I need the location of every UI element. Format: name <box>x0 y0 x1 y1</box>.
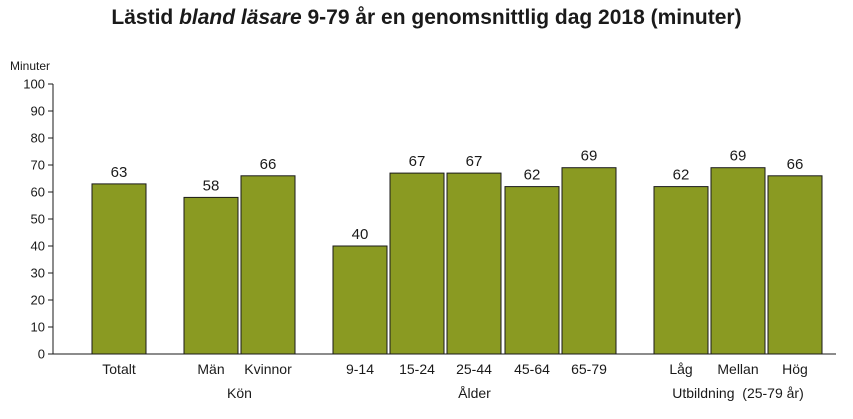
data-label: 40 <box>352 226 369 243</box>
data-label: 66 <box>787 156 804 173</box>
data-label: 62 <box>673 167 690 184</box>
chart-title: Lästid bland läsare 9-79 år en genomsnit… <box>0 6 853 30</box>
bars <box>91 167 823 355</box>
bar <box>561 167 617 355</box>
category-label: Låg <box>669 361 692 377</box>
y-tick-label: 80 <box>31 131 45 146</box>
y-tick-label: 30 <box>31 266 45 281</box>
data-label: 62 <box>524 167 541 184</box>
category-label: 9-14 <box>346 361 374 377</box>
bar <box>91 183 147 355</box>
y-tick-label: 50 <box>31 212 45 227</box>
data-label: 67 <box>466 153 483 170</box>
bar <box>446 172 502 355</box>
category-label: 65-79 <box>571 361 607 377</box>
group-label: Ålder <box>458 385 491 401</box>
title-emphasis: bland läsare <box>179 6 302 29</box>
data-label: 69 <box>581 148 598 165</box>
bar <box>332 245 388 355</box>
bar <box>240 175 296 355</box>
y-tick-label: 100 <box>23 77 45 92</box>
bar <box>389 172 445 355</box>
category-label: Totalt <box>102 361 136 377</box>
data-label: 67 <box>409 153 426 170</box>
category-label: Kvinnor <box>244 361 292 377</box>
bar <box>504 186 560 355</box>
data-label: 63 <box>111 164 128 181</box>
y-tick-label: 40 <box>31 239 45 254</box>
y-tick-label: 90 <box>31 104 45 119</box>
bar <box>183 196 239 355</box>
category-label: 45-64 <box>514 361 550 377</box>
title-part-2: 9-79 år en genomsnittlig dag 2018 (minut… <box>301 6 742 29</box>
category-label: Män <box>197 361 224 377</box>
y-tick-label: 70 <box>31 158 45 173</box>
group-label: Kön <box>227 385 252 401</box>
category-label: Mellan <box>717 361 758 377</box>
group-label: Utbildning (25-79 år) <box>672 385 804 401</box>
y-tick-label: 20 <box>31 293 45 308</box>
bar <box>767 175 823 355</box>
category-label: 25-44 <box>456 361 492 377</box>
y-tick-label: 10 <box>31 320 45 335</box>
labels: 63 Totalt 58 Män 66 Kvinnor 40 9-14 67 15-24 67 25-… <box>102 148 808 401</box>
bar <box>653 186 709 355</box>
y-tick-label: 60 <box>31 185 45 200</box>
data-label: 69 <box>730 148 747 165</box>
y-axis-label: Minuter <box>10 59 50 73</box>
category-label: Hög <box>782 361 808 377</box>
data-label: 58 <box>203 177 220 194</box>
data-label: 66 <box>260 156 277 173</box>
bar <box>710 167 766 355</box>
title-part-1: Lästid <box>111 6 180 29</box>
y-tick-label: 0 <box>38 347 45 362</box>
category-label: 15-24 <box>399 361 435 377</box>
